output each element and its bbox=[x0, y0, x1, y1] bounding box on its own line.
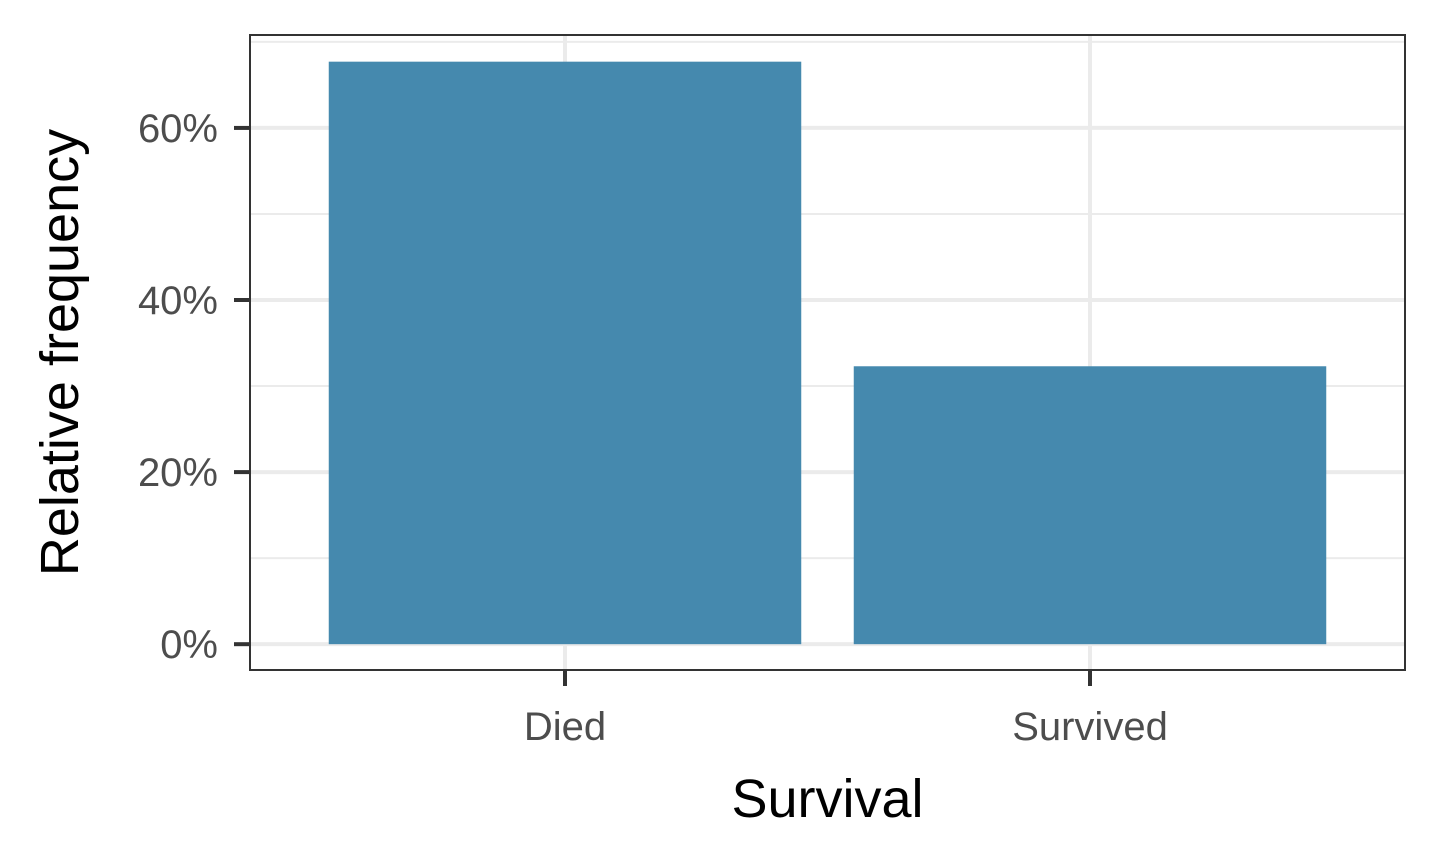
y-tick-label: 20% bbox=[138, 451, 218, 495]
y-tick-label: 60% bbox=[138, 107, 218, 151]
x-tick-label: Survived bbox=[1012, 705, 1168, 749]
panel-border bbox=[249, 34, 1406, 671]
y-tick-label: 40% bbox=[138, 279, 218, 323]
bars bbox=[328, 61, 1327, 645]
x-tick-label: Died bbox=[524, 705, 606, 749]
bar-died bbox=[328, 61, 802, 645]
x-axis-title: Survival bbox=[731, 769, 923, 829]
y-tick-label: 0% bbox=[160, 623, 218, 667]
axes: 0% 20% 40% 60% Died Survived bbox=[138, 107, 1168, 749]
bar-survived bbox=[853, 366, 1327, 645]
y-axis-title: Relative frequency bbox=[30, 129, 90, 576]
